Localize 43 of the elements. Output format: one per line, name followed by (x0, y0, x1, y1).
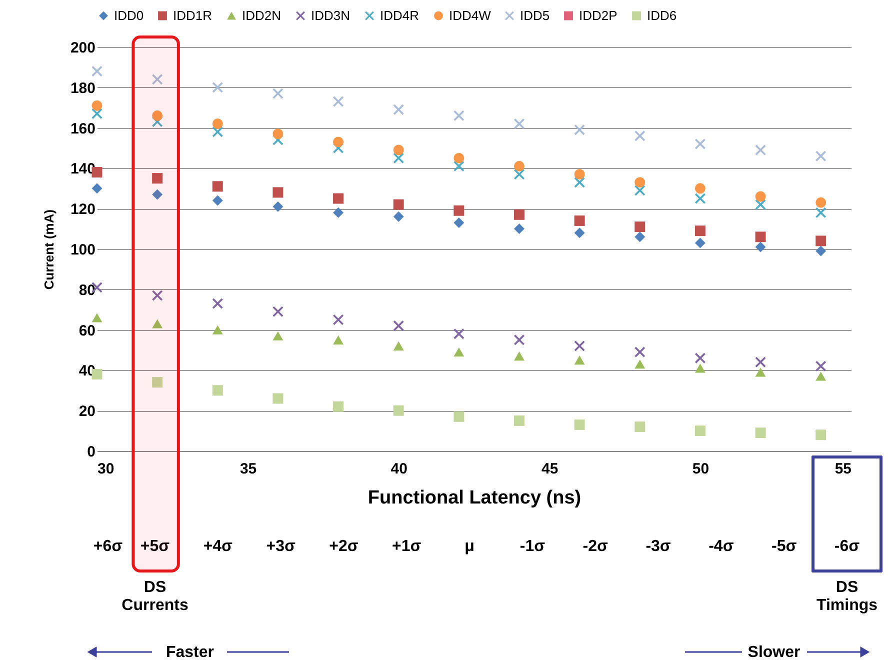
legend-label: IDD1R (173, 8, 212, 23)
x-tick-label: 30 (98, 460, 114, 478)
legend-label: IDD6 (647, 8, 677, 23)
y-tick-label: 120 (70, 201, 96, 218)
legend-label: IDD0 (114, 8, 144, 23)
y-tick-label: 200 (70, 40, 96, 56)
text: -2σ (582, 538, 608, 555)
text: +1σ (392, 538, 422, 555)
legend-label: IDD4W (449, 8, 492, 23)
x-axis-title: Functional Latency (ns) (368, 488, 582, 508)
legend-label: IDD2P (579, 8, 618, 23)
text: +5σ (140, 538, 170, 555)
y-tick-label: 80 (78, 282, 96, 299)
x-tick-label: 45 (542, 460, 558, 478)
y-tick-label: 100 (70, 242, 96, 258)
text: +2σ (329, 538, 358, 555)
x-tick-label: 40 (390, 460, 408, 478)
text: DS Timings (816, 579, 878, 614)
text: -3σ (646, 538, 671, 555)
y-axis-title: Current (mA) (41, 209, 56, 290)
legend-label: IDD3N (311, 8, 350, 23)
x-tick-label: 50 (692, 460, 710, 478)
text: -6σ (834, 538, 860, 555)
text: μ (464, 538, 474, 555)
legend-label: IDD5 (520, 8, 550, 23)
text: Slower (748, 644, 800, 661)
y-tick-label: 60 (78, 322, 96, 340)
y-tick-label: 160 (70, 120, 96, 138)
text: Faster (166, 644, 214, 661)
text: -1σ (520, 538, 546, 555)
text: +6σ (93, 538, 123, 555)
text: +4σ (203, 538, 233, 555)
text: -5σ (772, 538, 797, 555)
legend-label: IDD4R (380, 8, 420, 23)
text: -4σ (708, 538, 734, 555)
x-tick-label: 55 (834, 460, 852, 478)
y-tick-label: 0 (87, 444, 96, 460)
x-tick-label: 35 (240, 460, 257, 478)
text: DS Currents (122, 579, 188, 614)
legend-label: IDD2N (242, 8, 282, 23)
y-tick-label: 20 (78, 403, 96, 420)
text: +3σ (266, 538, 296, 555)
y-tick-label: 180 (70, 80, 96, 97)
